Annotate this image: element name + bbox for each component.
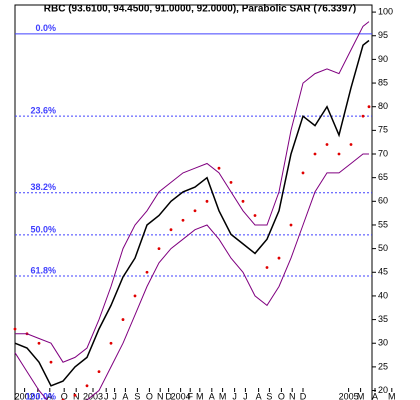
sar-dot [205,199,209,203]
x-tick-label: J [36,391,41,400]
sar-dot [253,214,257,217]
sar-dot [217,166,221,170]
fib-label: 38.2% [30,182,56,192]
y-tick-label: 100 [378,6,393,16]
x-tick-label: A [122,391,128,400]
x-tick-label: O [61,391,68,400]
sar-dot [13,327,17,331]
y-tick-label: 75 [378,125,388,135]
x-tick-label: F [187,391,193,400]
y-tick-label: 95 [378,30,388,40]
x-tick-label: J [243,391,248,400]
x-tick-label: A [47,391,53,400]
x-tick-label: 2005 [339,391,359,400]
sar-dot [193,209,197,213]
x-tick-label: J [232,391,237,400]
x-tick-label: J [112,391,117,400]
x-tick-label: O [146,391,153,400]
sar-dot [49,360,53,364]
sar-dot [97,370,101,374]
sar-dot [169,228,173,232]
fib-label: 23.6% [30,106,56,116]
sar-dot [241,199,245,203]
plot-frame [14,4,373,400]
y-tick-label: 80 [378,101,388,111]
sar-dot [277,256,281,260]
sar-dot [121,318,125,321]
sar-dot [289,223,293,227]
x-tick-label: A [256,391,262,400]
x-tick-label: S [266,391,272,400]
sar-dot [73,393,77,397]
x-tick-label: N [157,391,164,400]
y-tick-label: 35 [378,314,388,324]
fib-label: 100.0% [25,392,56,400]
sar-dot [337,152,341,156]
sar-dot [85,384,89,388]
sar-dot [325,143,329,146]
sar-dot [229,180,233,184]
sar-dot [181,218,185,222]
fib-label: 61.8% [30,265,56,275]
x-tick-label: M [196,391,204,400]
x-tick-label: A [372,391,378,400]
y-tick-label: 55 [378,219,388,229]
x-tick-label: N [289,391,296,400]
y-tick-label: 70 [378,148,388,158]
x-tick-label: M [388,391,396,400]
sar-dot [265,266,269,269]
sar-dot [361,114,365,118]
y-tick-label: 90 [378,54,388,64]
y-tick-label: 30 [378,338,388,348]
series-line [14,153,369,400]
x-tick-label: D [165,391,172,400]
series-line [14,39,370,387]
y-tick-label: 50 [378,243,388,253]
sar-dot [349,143,353,146]
x-tick-label: M [357,391,365,400]
y-tick-label: 85 [378,77,388,87]
sar-dot [109,341,113,345]
sar-dot [367,105,371,109]
series-line [15,21,370,363]
y-tick-label: 40 [378,290,388,300]
y-tick-label: 45 [378,267,388,277]
x-tick-label: A [209,391,215,400]
x-tick-label: O [278,391,285,400]
sar-dot [157,247,161,251]
y-tick-label: 65 [378,172,388,182]
x-tick-label: D [300,391,307,400]
fib-label: 0.0% [35,23,56,33]
sar-dot [301,171,305,175]
sar-dot [133,294,137,298]
x-tick-label: S [134,391,140,400]
x-tick-label: J [104,391,109,400]
x-tick-label: M [219,391,227,400]
x-tick-label: 2002 [15,391,35,400]
sar-dot [145,270,149,274]
sar-dot [313,152,317,156]
fib-label: 50.0% [30,224,56,234]
sar-dot [37,341,41,345]
y-tick-label: 20 [378,385,388,395]
chart-title: RBC (93.6100, 94.4500, 91.0000, 92.0000)… [44,4,356,15]
y-tick-label: 25 [378,361,388,371]
x-tick-label: 2004 [171,391,191,400]
y-tick-label: 60 [378,196,388,206]
